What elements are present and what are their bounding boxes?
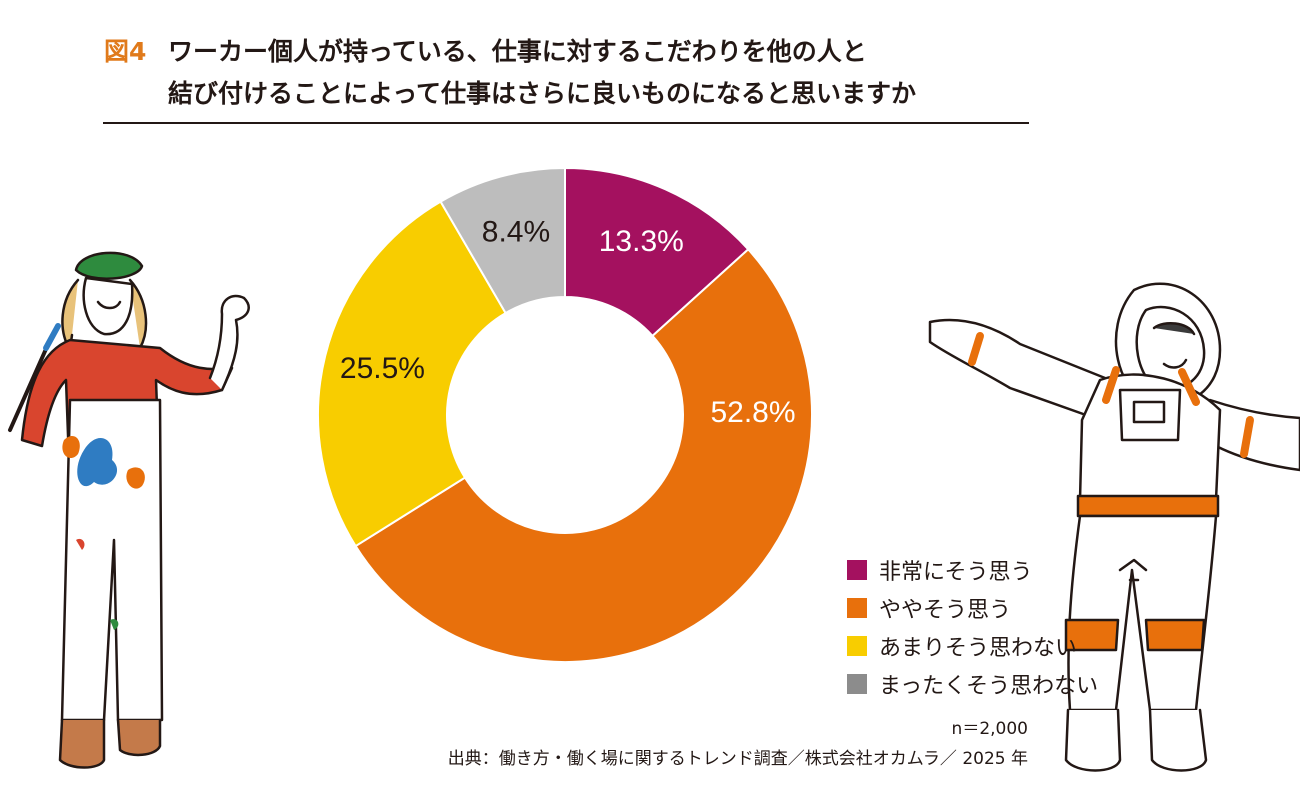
slice-value-label: 25.5% [340,352,425,385]
chart-legend: 非常にそう思う ややそう思う あまりそう思わない まったくそう思わない [847,551,1098,703]
legend-swatch [847,598,867,618]
legend-label: 非常にそう思う [879,560,1033,585]
slice-value-label: 13.3% [599,225,684,258]
legend-item-very-much: 非常にそう思う [847,551,1098,589]
donut-slices [317,166,814,663]
figure-label: 図4 [104,37,147,66]
slice-not-really [317,200,507,548]
title-divider [103,122,1029,124]
legend-swatch [847,560,867,580]
slice-somewhat [354,247,814,663]
sample-size-note: n＝2,000 [951,719,1028,739]
donut-slice-labels: 13.3% 52.8% 25.5% 8.4% [340,215,796,428]
slice-very-much [564,166,750,338]
legend-label: まったくそう思わない [879,674,1099,699]
source-note: 出典：働き方・働く場に関するトレンド調査／株式会社オカムラ／ 2025 年 [447,749,1028,769]
legend-item-not-at-all: まったくそう思わない [847,665,1098,703]
legend-label: あまりそう思わない [879,636,1078,661]
legend-swatch [847,674,867,694]
slice-value-label: 52.8% [710,396,795,429]
slice-not-at-all [439,166,566,315]
legend-label: ややそう思う [879,598,1012,623]
slice-value-label: 8.4% [482,215,550,248]
astronaut-illustration [928,282,1300,772]
chart-title-line-1: ワーカー個人が持っている、仕事に対するこだわりを他の人と [168,37,867,66]
legend-item-somewhat: ややそう思う [847,589,1098,627]
painter-woman-illustration [8,251,250,769]
legend-swatch [847,636,867,656]
legend-item-not-really: あまりそう思わない [847,627,1098,665]
chart-title-line-2: 結び付けることによって仕事はさらに良いものになると思いますか [168,79,917,108]
